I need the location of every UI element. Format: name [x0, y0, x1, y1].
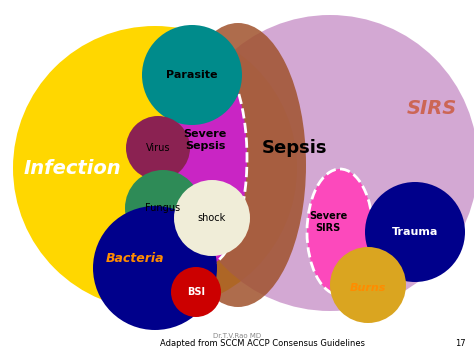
Text: BSI: BSI — [187, 287, 205, 297]
Circle shape — [182, 15, 474, 311]
Text: Bacteria: Bacteria — [106, 251, 164, 264]
Circle shape — [126, 116, 190, 180]
Circle shape — [171, 267, 221, 317]
Circle shape — [330, 247, 406, 323]
Ellipse shape — [170, 23, 306, 307]
Text: SIRS: SIRS — [407, 98, 457, 118]
Text: shock: shock — [198, 213, 226, 223]
Circle shape — [13, 26, 297, 310]
Text: Sepsis: Sepsis — [262, 139, 328, 157]
Circle shape — [142, 25, 242, 125]
Text: Infection: Infection — [23, 158, 121, 178]
Text: Burns: Burns — [350, 283, 386, 293]
Ellipse shape — [163, 50, 247, 266]
Text: Dr.T.V.Rao MD: Dr.T.V.Rao MD — [213, 333, 261, 339]
Circle shape — [174, 180, 250, 256]
Text: Trauma: Trauma — [392, 227, 438, 237]
Text: Adapted from SCCM ACCP Consensus Guidelines: Adapted from SCCM ACCP Consensus Guideli… — [160, 339, 365, 349]
Text: Fungus: Fungus — [146, 203, 181, 213]
Circle shape — [93, 206, 217, 330]
Text: Virus: Virus — [146, 143, 170, 153]
Text: Severe
SIRS: Severe SIRS — [309, 211, 347, 233]
Text: 17: 17 — [455, 339, 465, 349]
Circle shape — [365, 182, 465, 282]
Text: Parasite: Parasite — [166, 70, 218, 80]
Circle shape — [125, 170, 201, 246]
Text: Severe
Sepsis: Severe Sepsis — [183, 129, 227, 151]
Ellipse shape — [307, 169, 373, 295]
